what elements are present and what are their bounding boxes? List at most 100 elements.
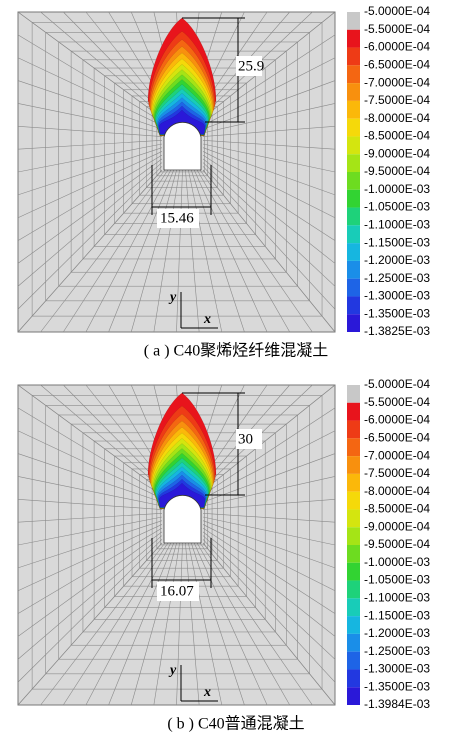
tunnel-opening: [163, 495, 202, 544]
mesh-line: [202, 169, 336, 333]
mesh-line: [202, 103, 336, 134]
axis-y-label: y: [168, 663, 177, 678]
mesh-line: [17, 169, 163, 333]
mesh-line: [202, 542, 336, 706]
legend-swatch: [347, 438, 360, 457]
legend-label: -8.0000E-04: [364, 111, 430, 125]
dimension-label-box: [236, 429, 262, 449]
panel: 30 16.07 y x -5.0000E-04 -5.5000E-04 -6.0000E-…: [17, 377, 430, 733]
legend-label: -9.0000E-04: [364, 146, 430, 160]
legend-swatch: [347, 314, 360, 332]
mesh-line: [17, 430, 163, 499]
mesh-line: [202, 166, 336, 310]
legend-swatch: [347, 154, 360, 172]
mesh-line: [17, 125, 163, 137]
legend-swatch: [347, 243, 360, 261]
tunnel-opening: [163, 122, 202, 171]
mesh-line: [188, 169, 223, 333]
mesh-line: [202, 516, 336, 546]
mesh-line: [199, 169, 313, 333]
legend-label: -5.0000E-04: [364, 377, 430, 391]
legend-label: -1.3500E-03: [364, 679, 430, 693]
mesh-line: [17, 527, 163, 614]
legend-swatch: [347, 172, 360, 190]
legend-label: -1.1500E-03: [364, 235, 430, 249]
legend-label: -1.1000E-03: [364, 591, 430, 605]
mesh-line: [17, 542, 163, 706]
mesh-line: [202, 520, 336, 569]
mesh-line: [40, 542, 166, 706]
dimension-label-box: [157, 582, 199, 601]
legend-label: -1.0500E-03: [364, 573, 430, 587]
mesh-line: [17, 498, 163, 510]
legend-swatch: [347, 225, 360, 244]
legend-label: -7.5000E-04: [364, 93, 430, 107]
legend-swatch: [347, 29, 360, 48]
legend-label: -7.0000E-04: [364, 448, 430, 462]
mesh-line: [17, 407, 163, 495]
legend-swatch: [347, 669, 360, 688]
dimension-height: 30: [238, 431, 253, 447]
legend-label: -5.0000E-04: [364, 4, 430, 18]
mesh-line: [191, 542, 245, 706]
legend-label: -9.5000E-04: [364, 164, 430, 178]
mesh-line: [202, 512, 336, 523]
mesh-line: [185, 169, 200, 333]
legend-label: -1.3984E-03: [364, 697, 430, 711]
mesh-line: [130, 542, 177, 706]
legend-label: -1.2000E-03: [364, 253, 430, 267]
caption: ( a ) C40聚烯烃纤维混凝土: [144, 342, 328, 360]
mesh-line: [17, 516, 163, 546]
legend-swatch: [347, 296, 360, 315]
panel: 25.9 15.46 y x -5.0000E-04 -5.5000E-04 -6.0000…: [17, 4, 430, 360]
legend-swatch: [347, 278, 360, 297]
mesh-line: [199, 542, 313, 706]
legend-label: -1.0000E-03: [364, 555, 430, 569]
legend-label: -5.5000E-04: [364, 395, 430, 409]
legend-label: -1.1000E-03: [364, 218, 430, 232]
mesh-line: [17, 453, 163, 503]
legend-label: -8.5000E-04: [364, 129, 430, 143]
legend-label: -6.5000E-04: [364, 431, 430, 445]
mesh-line: [202, 531, 336, 637]
mesh-line: [202, 34, 336, 122]
legend-swatch: [347, 456, 360, 474]
mesh-line: [202, 154, 336, 241]
mesh-line: [17, 531, 163, 637]
mesh-line: [202, 527, 336, 614]
mesh-line: [202, 407, 336, 495]
mesh-line: [202, 125, 336, 137]
mesh-line: [40, 169, 166, 333]
legend-swatch: [347, 136, 360, 155]
mesh-line: [202, 158, 336, 264]
axis-x-label: x: [203, 685, 211, 700]
legend-swatch: [347, 83, 360, 101]
mesh-line: [17, 143, 163, 173]
legend-swatch: [347, 189, 360, 208]
legend-swatch: [347, 616, 360, 634]
mesh-line: [17, 57, 163, 126]
mesh-line: [17, 166, 163, 310]
dimension-label-box: [236, 56, 262, 76]
mesh-line: [17, 103, 163, 134]
mesh-line: [63, 542, 169, 706]
legend-swatch: [347, 100, 360, 119]
mesh-line: [191, 169, 245, 333]
axis-y-label: y: [168, 290, 177, 305]
legend-label: -1.2000E-03: [364, 626, 430, 640]
mesh-line: [17, 139, 163, 150]
legend-swatch: [347, 633, 360, 652]
legend-label: -6.5000E-04: [364, 58, 430, 72]
legend-label: -1.2500E-03: [364, 644, 430, 658]
mesh-line: [108, 169, 174, 333]
mesh-line: [17, 535, 163, 660]
mesh-line: [202, 57, 336, 126]
legend-label: -1.3000E-03: [364, 662, 430, 676]
legend-label: -1.2500E-03: [364, 271, 430, 285]
legend-label: -5.5000E-04: [364, 22, 430, 36]
mesh-line: [202, 384, 336, 492]
mesh-line: [196, 542, 290, 706]
legend-label: -9.5000E-04: [364, 537, 430, 551]
mesh-line: [17, 11, 163, 119]
